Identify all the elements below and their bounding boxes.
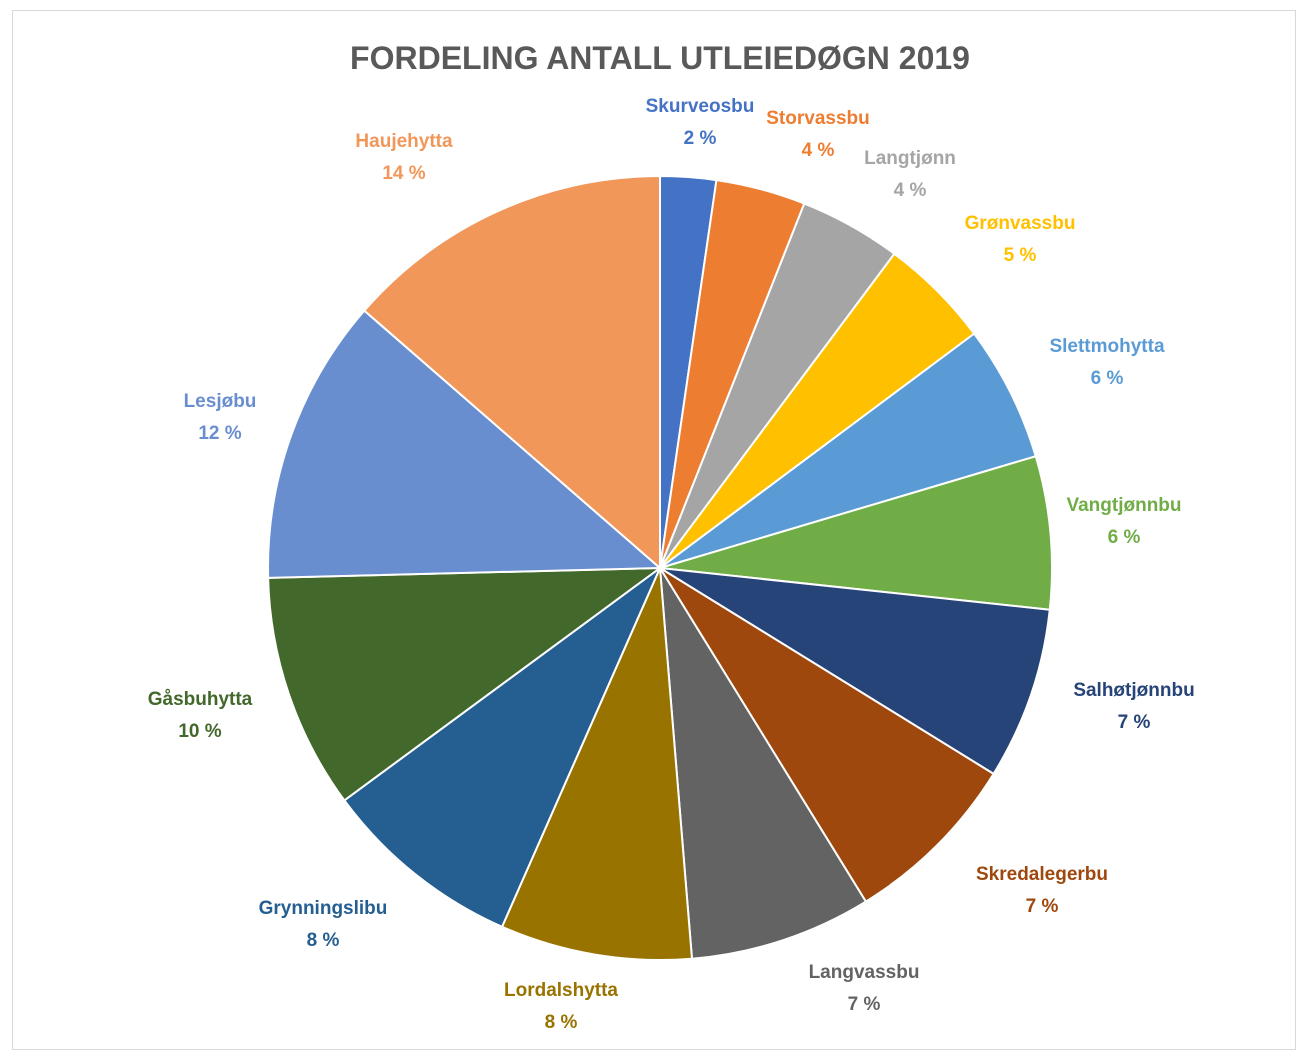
slice-percent-label: 8 %: [307, 930, 340, 951]
pie-slice-slettmohytta: [659, 332, 1037, 569]
pie-slice-gåsbuhytta: [267, 566, 664, 802]
slice-label: Gåsbuhytta: [148, 689, 253, 710]
slice-label: Grynningslibu: [259, 898, 388, 919]
slice-percent-label: 7 %: [848, 994, 881, 1015]
slice-percent-label: 6 %: [1091, 368, 1124, 389]
slice-percent-label: 12 %: [198, 423, 241, 444]
slice-percent-label: 10 %: [178, 721, 221, 742]
pie-slice-langvassbu: [659, 567, 868, 960]
slice-percent-label: 7 %: [1026, 896, 1059, 917]
slice-percent-label: 4 %: [802, 140, 835, 161]
slice-label: Haujehytta: [355, 131, 453, 152]
pie-slices: [267, 174, 1053, 961]
pie-labels: Skurveosbu 2 % Storvassbu 4 % Langtjønn 4 % Gr…: [148, 96, 1195, 1033]
pie-slice-vangtjønnbu: [659, 455, 1053, 611]
slice-label: Langvassbu: [809, 962, 920, 983]
slice-label: Langtjønn: [864, 148, 956, 169]
slice-percent-label: 7 %: [1118, 712, 1151, 733]
pie-slice-lordalshytta: [500, 567, 694, 961]
slice-percent-label: 2 %: [684, 128, 717, 149]
slice-percent-label: 8 %: [545, 1012, 578, 1033]
slice-label: Vangtjønnbu: [1066, 495, 1181, 516]
slice-label: Storvassbu: [766, 108, 869, 129]
pie-slice-grynningslibu: [342, 564, 663, 929]
slice-percent-label: 5 %: [1004, 245, 1037, 266]
slice-label: Slettmohytta: [1049, 336, 1165, 357]
pie-slice-haujehytta: [362, 174, 661, 571]
slice-label: Lordalshytta: [504, 980, 618, 1001]
slice-percent-label: 14 %: [382, 163, 425, 184]
slice-label: Salhøtjønnbu: [1073, 680, 1194, 701]
pie-slice-skredalegerbu: [659, 567, 995, 903]
slice-label: Lesjøbu: [184, 391, 257, 412]
pie-slice-lesjøbu: [267, 309, 663, 579]
chart-title: FORDELING ANTALL UTLEIEDØGN 2019: [350, 40, 970, 76]
slice-percent-label: 4 %: [894, 180, 927, 201]
slice-label: Grønvassbu: [965, 213, 1076, 234]
slice-label: Skurveosbu: [646, 96, 755, 117]
slice-percent-label: 6 %: [1108, 527, 1141, 548]
pie-slice-salhøtjønnbu: [659, 567, 1051, 776]
slice-label: Skredalegerbu: [976, 864, 1108, 885]
